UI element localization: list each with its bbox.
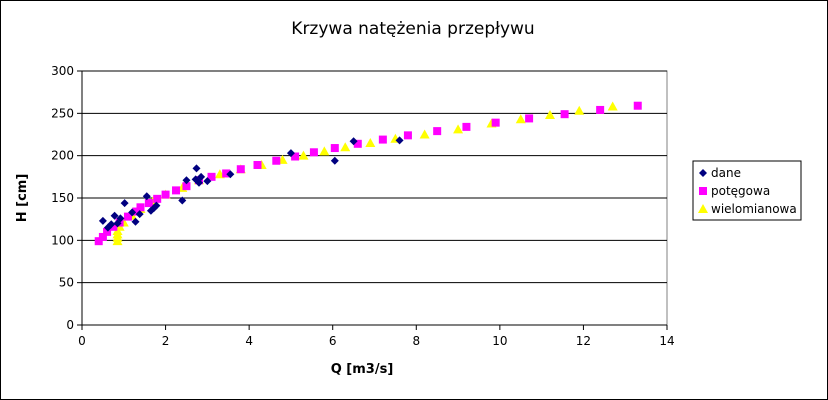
legend-items: dane potęgowa wielomianowa [698,166,797,216]
y-tick-label-200: 200 [51,149,74,163]
chart-title: Krzywa natężenia przepływu [291,19,534,39]
data-point-s1-7 [120,199,129,208]
data-point-s2-9 [144,199,153,208]
data-point-s1-5 [113,219,122,228]
data-point-s2-7 [132,207,141,216]
series-1 [98,136,404,232]
x-tick-label-2: 2 [162,334,170,348]
plot-area: 0 50 100 150 200 250 300 0 2 4 6 8 10 12 14 [51,64,675,348]
data-point-s3-25 [515,114,526,124]
legend-label-3: wielomianowa [711,202,797,216]
data-point-s1-10 [135,210,144,219]
data-point-s1-1 [98,216,107,225]
data-point-s2-15 [207,172,216,181]
data-point-s2-19 [272,156,281,165]
data-point-s3-18 [319,146,330,156]
legend-box [692,160,802,221]
data-point-s1-24 [330,156,339,165]
legend-marker-3 [698,204,708,213]
data-point-s2-17 [236,165,245,174]
data-point-s3-26 [545,110,555,120]
data-point-s1-21 [203,177,212,186]
y-tick-label-300: 300 [51,64,74,78]
x-tick-label-10: 10 [492,334,507,348]
data-point-s2-30 [560,110,569,119]
data-point-s2-29 [525,114,534,123]
x-tick-label-0: 0 [78,334,86,348]
data-point-s1-4 [110,211,119,220]
data-point-s1-6 [116,214,125,223]
data-point-s2-20 [291,152,300,161]
data-point-s3-23 [453,124,464,134]
data-point-s1-14 [152,201,161,210]
data-point-s3-27 [574,105,585,115]
x-tick-label-6: 6 [329,334,337,348]
data-point-s2-11 [161,190,170,199]
series-layer [94,101,642,246]
data-point-s1-15 [178,196,187,205]
data-point-s1-19 [195,178,203,187]
data-point-s2-8 [136,203,145,212]
data-point-s2-32 [633,101,642,110]
x-axis-title: Q [m3/s] [331,362,394,377]
data-point-s1-26 [395,136,404,145]
data-point-s2-24 [378,135,387,144]
data-point-s2-28 [491,118,500,127]
data-point-s2-6 [123,212,132,221]
data-point-s2-26 [433,127,442,136]
data-point-s3-22 [419,129,430,139]
data-point-s1-20 [197,172,206,181]
legend-marker-2 [699,187,707,195]
data-point-s2-21 [309,148,318,157]
x-tick-label-8: 8 [412,334,420,348]
y-tick-label-250: 250 [51,106,74,120]
data-point-s2-12 [172,186,181,195]
data-point-s3-20 [365,137,376,147]
data-point-s1-18 [192,164,201,173]
legend-label-1: dane [711,166,741,180]
data-point-s2-2 [98,232,107,241]
data-point-s2-27 [462,122,471,131]
y-axis-ticks: 0 50 100 150 200 250 300 [51,64,82,332]
data-point-s2-23 [353,139,362,148]
data-point-s3-28 [607,101,618,111]
x-tick-label-4: 4 [245,334,253,348]
data-point-s2-22 [330,144,339,153]
x-axis-ticks: 0 2 4 6 8 10 12 14 [78,325,675,348]
x-tick-label-12: 12 [576,334,591,348]
data-point-s1-22 [226,170,235,179]
data-point-s2-13 [182,182,191,191]
data-point-s1-23 [286,149,295,158]
data-point-s1-8 [128,208,137,217]
data-point-s1-11 [142,192,151,201]
data-point-s2-31 [596,105,605,114]
data-point-s2-10 [153,194,162,203]
y-tick-label-50: 50 [59,276,74,290]
x-tick-label-14: 14 [659,334,674,348]
legend-marker-1 [699,169,707,177]
data-point-s1-25 [349,137,358,146]
y-tick-label-150: 150 [51,191,74,205]
legend-label-2: potęgowa [711,184,770,198]
data-point-s1-16 [182,176,191,185]
data-point-s2-18 [253,160,262,169]
data-point-s1-3 [107,220,116,229]
data-point-s2-4 [109,222,118,231]
data-point-s2-25 [403,131,412,140]
y-axis-title: H [cm] [15,174,30,223]
y-tick-label-0: 0 [66,318,74,332]
data-point-s2-3 [103,227,112,236]
legend: dane potęgowa wielomianowa [692,160,802,221]
y-tick-label-100: 100 [51,233,74,247]
data-point-s1-9 [131,217,140,226]
data-point-s3-17 [298,150,309,160]
data-point-s2-16 [222,169,231,178]
data-point-s3-19 [340,142,351,152]
data-point-s2-1 [94,237,103,246]
